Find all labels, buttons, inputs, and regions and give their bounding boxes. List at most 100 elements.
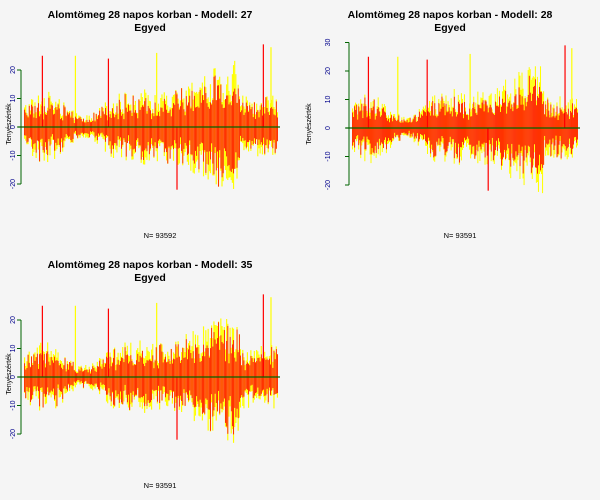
chart-subtitle: Egyed — [134, 272, 166, 284]
bar-red — [88, 119, 90, 138]
bar-red — [356, 104, 358, 137]
bar-red — [505, 90, 507, 160]
bar-red — [551, 117, 553, 145]
bar-red — [50, 356, 52, 391]
bar-red — [266, 358, 268, 389]
bar-red — [138, 361, 140, 398]
bar-red — [411, 121, 413, 137]
bar-red — [561, 111, 563, 147]
bar-red — [99, 110, 101, 136]
bar-red — [73, 123, 75, 133]
bar-red — [226, 340, 228, 427]
bar-red — [64, 107, 66, 138]
bar-red — [36, 107, 38, 141]
bar-red — [249, 365, 251, 392]
bar-red — [574, 109, 575, 138]
bar-red — [95, 371, 97, 384]
bar-red — [456, 114, 458, 158]
bar-red — [157, 365, 158, 402]
bar-red — [57, 360, 59, 385]
bar-red — [105, 108, 106, 142]
bar-red — [397, 119, 399, 135]
bar-red — [115, 370, 117, 391]
bar-red — [257, 110, 259, 146]
bar-red — [173, 103, 174, 150]
bar-red — [270, 364, 271, 395]
bar-red — [277, 117, 278, 142]
bar-red — [41, 305, 43, 377]
bar-red — [381, 108, 383, 144]
bar-red — [412, 119, 414, 133]
bar-red — [476, 114, 478, 145]
bar-red — [183, 109, 185, 149]
bar-red — [245, 102, 247, 148]
series-yellow — [352, 48, 578, 194]
bar-red — [203, 100, 204, 162]
bar-red — [359, 111, 361, 141]
bar-red — [367, 56, 370, 128]
bar-red — [257, 357, 259, 388]
bar-red — [251, 106, 253, 142]
bar-red — [479, 108, 481, 147]
bar-red — [548, 110, 550, 144]
y-tick-label: -20 — [325, 180, 332, 190]
bar-red — [145, 98, 147, 149]
bar-red — [168, 359, 170, 401]
bar-red — [243, 360, 245, 397]
bar-red — [206, 345, 208, 400]
bar-red — [264, 113, 266, 154]
bar-red — [146, 360, 148, 406]
bar-red — [133, 364, 135, 397]
bar-red — [547, 99, 549, 145]
bar-red — [273, 350, 275, 395]
bar-red — [45, 367, 46, 397]
bar-red — [114, 117, 116, 144]
bar-red — [80, 119, 82, 133]
bar-red — [448, 107, 450, 143]
bar-red — [121, 357, 123, 403]
bar-red — [102, 111, 104, 135]
bar-red — [61, 118, 62, 139]
chart-title-main: Alomtömeg 28 napos korban - Modell: 27 — [47, 9, 253, 21]
bar-red — [512, 111, 514, 158]
bar-red — [190, 108, 192, 155]
bar-red — [213, 76, 215, 175]
bar-red — [132, 95, 134, 150]
bar-red — [496, 105, 497, 141]
bar-red — [262, 358, 263, 391]
bar-red — [220, 335, 222, 404]
bar-red — [446, 112, 448, 152]
bar-red — [358, 106, 360, 146]
bar-red — [492, 113, 494, 161]
bar-red — [510, 108, 512, 167]
bar-red — [268, 358, 270, 388]
bar-red — [501, 106, 502, 166]
bar-red — [31, 104, 32, 140]
bar-red — [192, 351, 194, 405]
bar-red — [214, 339, 216, 394]
bar-red — [118, 364, 120, 403]
bar-red — [85, 369, 87, 381]
bar-red — [27, 354, 29, 392]
bar-red — [244, 112, 246, 141]
bar-red — [161, 107, 163, 143]
bar-red — [414, 115, 416, 137]
bar-red — [205, 93, 207, 173]
bar-red — [417, 116, 419, 142]
bar-red — [65, 116, 67, 135]
bar-red — [431, 106, 433, 145]
bar-red — [103, 114, 105, 137]
bar-red — [160, 107, 162, 141]
bar-red — [116, 364, 118, 397]
bar-red — [25, 112, 27, 136]
bar-red — [202, 95, 203, 144]
bar-red — [146, 113, 148, 152]
bar-red — [79, 117, 81, 136]
bar-red — [159, 116, 161, 140]
bar-yellow — [74, 55, 76, 127]
bar-red — [144, 101, 146, 151]
bar-red — [475, 113, 477, 156]
bar-red — [43, 354, 45, 394]
bar-red — [534, 85, 535, 145]
bar-red — [128, 363, 129, 395]
